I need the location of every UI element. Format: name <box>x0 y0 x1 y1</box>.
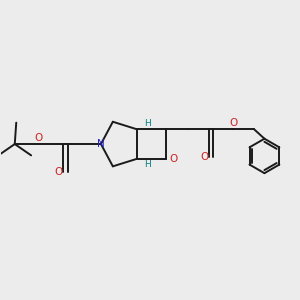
Text: N: N <box>97 139 105 149</box>
Text: O: O <box>200 152 208 162</box>
Text: H: H <box>144 119 150 128</box>
Text: O: O <box>55 167 63 177</box>
Text: H: H <box>144 160 150 169</box>
Text: O: O <box>34 133 43 142</box>
Text: O: O <box>170 154 178 164</box>
Text: O: O <box>229 118 237 128</box>
